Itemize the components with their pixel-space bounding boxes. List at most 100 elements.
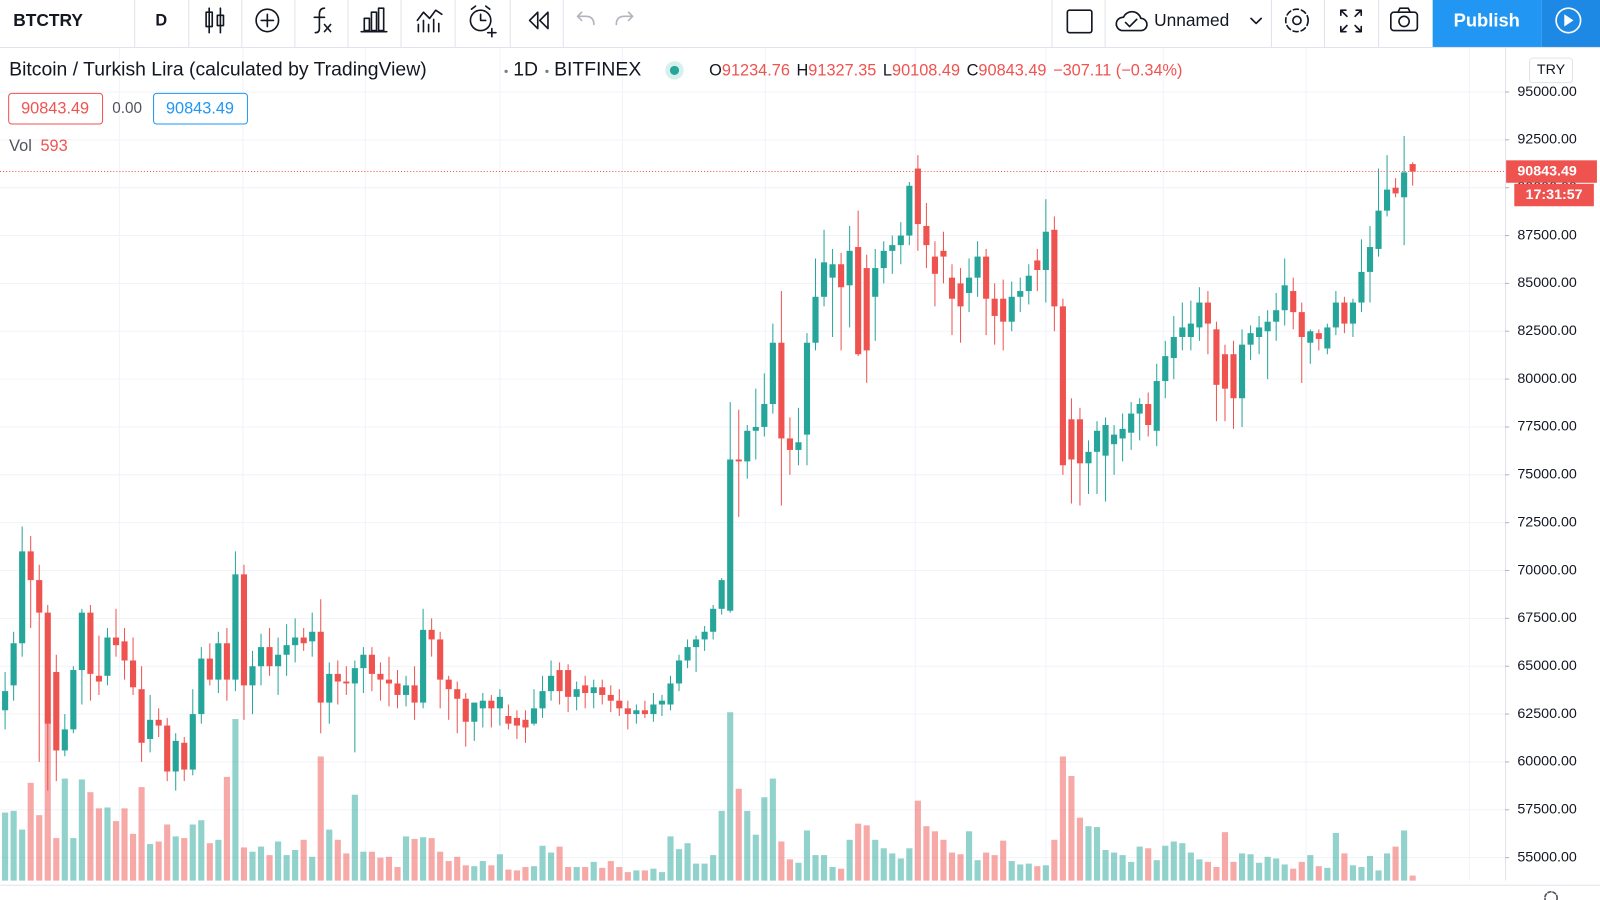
volume-bar — [1256, 862, 1263, 881]
candle-body — [923, 225, 930, 246]
market-status[interactable] — [669, 65, 680, 75]
volume-bar — [983, 852, 990, 881]
volume-bar — [1196, 859, 1203, 881]
volume-bar — [1111, 852, 1118, 881]
volume-bar — [1409, 875, 1416, 881]
volume-bar — [548, 852, 555, 881]
candles — [2, 136, 1416, 791]
compare-icon[interactable] — [255, 8, 280, 33]
volume-bar — [309, 856, 316, 881]
candle-body — [1298, 312, 1305, 337]
exchange: BITFINEX — [554, 59, 641, 81]
financials-icon[interactable] — [360, 7, 388, 33]
countdown-tag — [1514, 183, 1594, 207]
replay-icon[interactable] — [528, 11, 549, 30]
candle-body — [1230, 354, 1237, 399]
volume-bar — [164, 824, 171, 881]
candle-body — [1119, 428, 1126, 439]
sell-box[interactable] — [8, 92, 104, 125]
candle-body — [172, 740, 179, 772]
volume-bar — [198, 820, 205, 881]
candle-body — [1196, 302, 1203, 328]
currency-box[interactable] — [1529, 57, 1573, 84]
volume-bar — [462, 865, 469, 881]
symbol[interactable]: BTCTRY — [13, 10, 83, 30]
interval[interactable]: D — [155, 12, 167, 30]
axis-settings-icon[interactable] — [1544, 891, 1558, 900]
candles-icon[interactable] — [205, 7, 225, 34]
volume-bar — [1392, 846, 1399, 881]
volume-bar — [1324, 867, 1331, 881]
candle-body — [36, 580, 43, 613]
volume-bar — [70, 838, 77, 881]
volume-bar — [155, 841, 162, 881]
volume-bar — [275, 841, 282, 881]
volume-bar — [1119, 855, 1126, 881]
indicators-icon[interactable] — [313, 7, 332, 34]
candle-body — [820, 262, 828, 297]
candle-body — [155, 719, 162, 726]
volume-bar — [172, 836, 179, 881]
candle-body — [1000, 298, 1007, 322]
volume-bar — [257, 846, 265, 881]
candle-body — [53, 671, 60, 751]
candle-body — [803, 342, 811, 435]
play-icon[interactable] — [1555, 7, 1582, 34]
low-value: 90108.49 — [892, 62, 960, 80]
buy-price[interactable]: 90843.49 — [166, 99, 234, 117]
buy-box[interactable] — [153, 92, 248, 125]
volume-bar — [948, 852, 956, 881]
volume-bar — [701, 863, 708, 881]
candle-body — [27, 551, 34, 581]
cloud-icon[interactable] — [1115, 10, 1148, 32]
snapshot-icon[interactable] — [1390, 7, 1419, 32]
candle-body — [863, 268, 870, 351]
settings-icon[interactable] — [1284, 8, 1309, 33]
chevron[interactable] — [1250, 17, 1263, 25]
volume-bar — [1128, 861, 1135, 881]
redo-icon[interactable] — [615, 11, 634, 26]
candle-body — [138, 689, 145, 743]
candle-body — [223, 643, 230, 680]
candle-body — [1332, 302, 1339, 328]
candle-body — [718, 580, 725, 609]
candle-body — [437, 639, 444, 680]
y-tick-label: 72500.00 — [1517, 514, 1577, 530]
candle-body — [633, 710, 640, 715]
candle-body — [402, 685, 410, 695]
candle-body — [317, 631, 324, 703]
close-value: 90843.49 — [978, 62, 1046, 80]
candle-body — [684, 647, 691, 661]
layout-icon[interactable] — [1066, 9, 1093, 34]
volume-bar — [249, 851, 256, 881]
candle-body — [70, 670, 77, 730]
volume-bar — [735, 788, 742, 881]
volume-bar — [1307, 855, 1314, 881]
volume-bar — [1341, 853, 1348, 881]
publish-label[interactable]: Publish — [1454, 9, 1520, 30]
candle-body — [1187, 323, 1194, 337]
candle-body — [616, 700, 623, 709]
sell-price[interactable]: 90843.49 — [21, 99, 89, 117]
fullscreen-icon[interactable] — [1340, 9, 1363, 33]
candle-body — [266, 647, 273, 667]
templates-icon[interactable] — [416, 9, 443, 33]
undo-icon[interactable] — [576, 11, 595, 26]
legend-title: Bitcoin / Turkish Lira (calculated by Tr… — [9, 59, 426, 81]
volume-bar — [923, 826, 930, 881]
candle-body — [1349, 302, 1356, 324]
currency[interactable]: TRY — [1537, 62, 1566, 78]
alert-icon[interactable] — [469, 5, 497, 38]
play-button[interactable] — [1541, 0, 1600, 47]
candle-body — [112, 637, 120, 646]
publish-button[interactable] — [1432, 0, 1542, 47]
layout-name[interactable]: Unnamed — [1154, 10, 1229, 30]
candle-body — [735, 459, 742, 462]
candle-body — [1341, 302, 1348, 324]
volume-bar — [240, 847, 248, 881]
volume-bar — [855, 823, 862, 881]
candle-body — [385, 679, 393, 684]
toolbar: BTCTRY D Unnamed Publish — [0, 0, 1600, 48]
candle-body — [496, 696, 503, 709]
